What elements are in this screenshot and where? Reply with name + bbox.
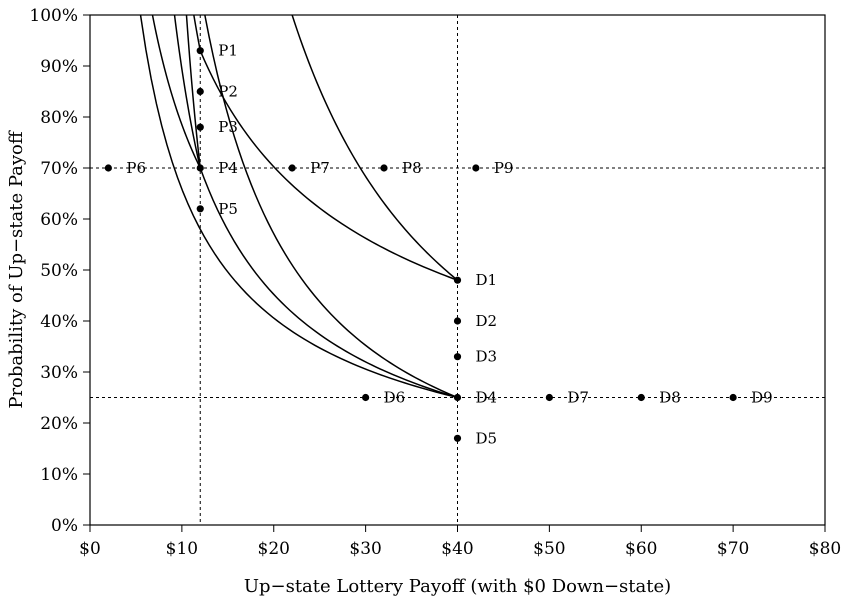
curve-7 xyxy=(185,14,201,169)
y-axis-title: Probability of Up−state Payoff xyxy=(6,130,27,409)
point-P4 xyxy=(196,164,204,172)
point-P5 xyxy=(196,205,204,213)
point-label-D4: D4 xyxy=(476,389,498,407)
curve-4 xyxy=(204,14,458,399)
point-label-D6: D6 xyxy=(384,389,406,407)
curve-5 xyxy=(139,14,458,399)
x-tick-label: $0 xyxy=(79,539,101,559)
y-tick-label: 50% xyxy=(40,261,78,281)
y-tick-label: 10% xyxy=(40,465,78,485)
y-tick-label: 80% xyxy=(40,108,78,128)
point-P6 xyxy=(104,164,112,172)
point-label-P5: P5 xyxy=(218,200,238,218)
point-label-D1: D1 xyxy=(476,271,498,289)
curve-6 xyxy=(151,14,201,169)
y-tick-label: 90% xyxy=(40,57,78,77)
point-label-D8: D8 xyxy=(659,389,681,407)
point-label-D7: D7 xyxy=(567,389,589,407)
point-P2 xyxy=(196,87,204,96)
y-tick-label: 20% xyxy=(40,414,78,434)
y-tick-label: 70% xyxy=(40,159,78,179)
x-tick-label: $50 xyxy=(533,539,565,559)
x-tick-label: $20 xyxy=(258,539,290,559)
point-P7 xyxy=(288,164,296,172)
point-P9 xyxy=(472,164,480,172)
x-axis-title: Up−state Lottery Payoff (with $0 Down−st… xyxy=(244,576,671,597)
x-axis: $0 $10 $20 $30 $40 $50 $60 $70 $80 xyxy=(79,525,841,559)
point-label-D9: D9 xyxy=(751,389,773,407)
point-D6 xyxy=(362,393,370,402)
point-D4 xyxy=(453,393,462,402)
point-D1 xyxy=(453,276,462,284)
y-tick-label: 0% xyxy=(51,516,78,536)
x-tick-label: $60 xyxy=(625,539,657,559)
point-D5 xyxy=(453,434,462,442)
point-label-P2: P2 xyxy=(218,83,238,101)
x-tick-label: $30 xyxy=(349,539,381,559)
point-label-P3: P3 xyxy=(218,118,238,136)
point-label-P8: P8 xyxy=(402,159,422,177)
point-P8 xyxy=(380,164,388,172)
point-label-D2: D2 xyxy=(476,312,498,330)
x-tick-label: $10 xyxy=(166,539,198,559)
point-label-P6: P6 xyxy=(126,159,146,177)
point-D7 xyxy=(545,393,553,402)
point-D9 xyxy=(729,393,737,402)
y-tick-label: 60% xyxy=(40,210,78,230)
point-label-D3: D3 xyxy=(476,348,498,366)
point-label-P1: P1 xyxy=(218,42,238,60)
x-tick-label: $80 xyxy=(809,539,841,559)
point-label-P7: P7 xyxy=(310,159,330,177)
y-tick-label: 40% xyxy=(40,312,78,332)
x-tick-label: $70 xyxy=(717,539,749,559)
point-P1 xyxy=(196,47,204,55)
reference-lines xyxy=(90,15,825,525)
point-D2 xyxy=(453,317,462,325)
point-label-P9: P9 xyxy=(494,159,514,177)
point-label-D5: D5 xyxy=(476,429,498,447)
y-tick-label: 30% xyxy=(40,363,78,383)
point-D3 xyxy=(453,353,462,361)
point-P3 xyxy=(196,123,204,131)
point-D8 xyxy=(637,393,645,402)
curve-2 xyxy=(291,14,458,281)
curves xyxy=(139,14,458,399)
x-tick-label: $40 xyxy=(441,539,473,559)
points: P1 P2 P3 P4 P5 P6 P7 P8 P9 D1 D2 D3 D4 D5 D6 D7 D8 D9 xyxy=(104,42,773,447)
y-tick-label: 100% xyxy=(29,6,78,26)
point-label-P4: P4 xyxy=(218,159,238,177)
y-axis: 0% 10% 20% 30% 40% 50% 60% 70% 80% 90% 100% xyxy=(29,6,90,536)
